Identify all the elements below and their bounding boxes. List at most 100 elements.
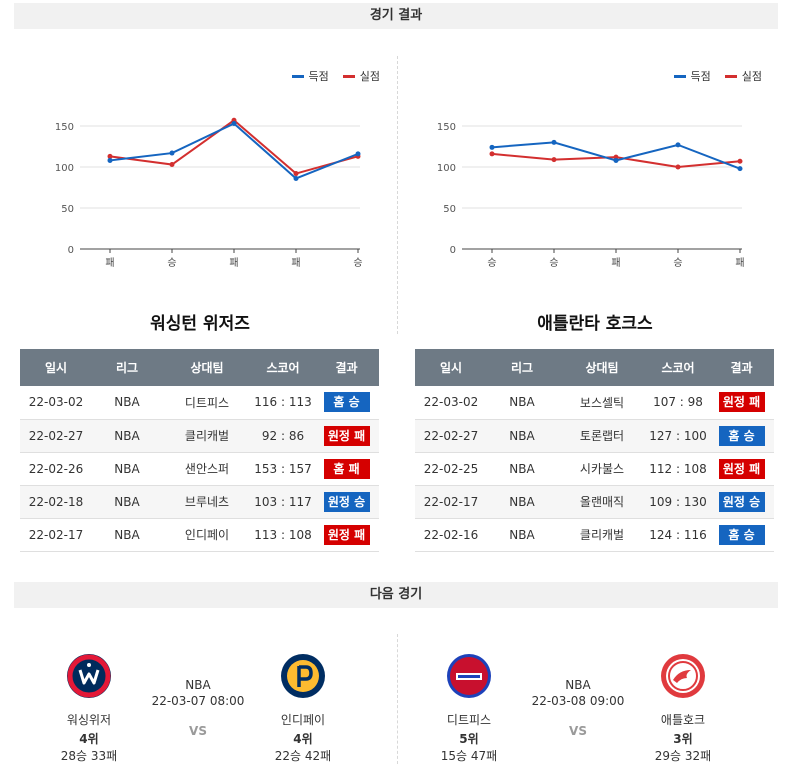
- score-chart-left: 0 50 100 150 패 승 패 패 승 득점 실점: [20, 56, 380, 276]
- home-team-rank: 5위: [459, 732, 479, 746]
- opponent-name: 샌안스퍼: [162, 452, 252, 486]
- opponent-name: 클리캐벌: [162, 419, 252, 453]
- away-team[interactable]: 애틀호크 3위 29승 32패: [648, 652, 718, 764]
- team-title-left: 워싱턴 위저즈: [150, 314, 250, 334]
- result-badge: 원정 패: [323, 524, 370, 545]
- opponent-name: 토론랩터: [557, 419, 647, 453]
- home-team-record: 28승 33패: [60, 749, 118, 763]
- game-league: NBA: [92, 386, 162, 420]
- away-team-rank: 3위: [673, 732, 693, 746]
- away-team[interactable]: 인디페이 4위 22승 42패: [268, 652, 338, 764]
- vs-label: VS: [189, 724, 207, 738]
- data-point-conceded: [489, 151, 495, 157]
- opponent-name: 디트피스: [162, 386, 252, 420]
- pistons-logo-icon: [447, 654, 491, 698]
- home-team[interactable]: 디트피스 5위 15승 47패: [434, 652, 504, 764]
- game-league: NBA: [487, 485, 557, 519]
- legend-label-scored: 득점: [308, 70, 329, 83]
- legend-swatch-scored: [291, 74, 304, 78]
- game-score: 109 : 130: [647, 485, 709, 519]
- game-score: 103 : 117: [252, 485, 314, 519]
- team-title-right: 애틀란타 호크스: [537, 314, 653, 334]
- chart-legend: 득점 실점: [291, 68, 380, 84]
- game-score: 124 : 116: [647, 518, 709, 552]
- col-opponent-header: 상대팀: [557, 349, 647, 386]
- opponent-name: 클리캐벌: [557, 518, 647, 552]
- col-league-header: 리그: [92, 349, 162, 386]
- data-point-scored: [675, 142, 681, 148]
- y-tick-label: 150: [437, 122, 456, 133]
- game-result: 홈 승: [314, 386, 379, 420]
- line-chart: 0 50 100 150 패 승 패 패 승: [55, 117, 363, 269]
- next-match-card[interactable]: 워싱위저 4위 28승 33패 NBA 22-03-07 08:00 VS 인디…: [40, 652, 380, 763]
- game-date: 22-03-02: [20, 386, 92, 420]
- game-date: 22-02-25: [415, 452, 487, 486]
- opponent-name: 시카불스: [557, 452, 647, 486]
- table-row: 22-03-02 NBA 디트피스 116 : 113 홈 승: [20, 386, 379, 420]
- table-row: 22-02-16 NBA 클리캐벌 124 : 116 홈 승: [415, 518, 774, 552]
- y-tick-label: 150: [55, 122, 74, 133]
- section-divider: [397, 56, 398, 334]
- table-row: 22-02-18 NBA 브루네츠 103 : 117 원정 승: [20, 485, 379, 519]
- game-result: 원정 패: [709, 386, 774, 420]
- opponent-name: 브루네츠: [162, 485, 252, 519]
- data-point-scored: [293, 175, 299, 181]
- col-result-header: 결과: [709, 349, 774, 386]
- x-tick-label: 승: [673, 257, 682, 269]
- result-badge: 원정 패: [718, 392, 765, 413]
- legend-item-conceded: 실점: [724, 68, 762, 84]
- game-result: 홈 승: [709, 518, 774, 552]
- game-date: 22-02-16: [415, 518, 487, 552]
- wizards-logo-icon: [67, 654, 111, 698]
- series-line-scored: [109, 122, 359, 180]
- chart-legend: 득점 실점: [673, 68, 762, 84]
- results-section-title: 경기 결과: [14, 3, 778, 29]
- game-date: 22-02-26: [20, 452, 92, 486]
- away-team-rank: 4위: [293, 732, 313, 746]
- game-league: NBA: [92, 419, 162, 453]
- home-team[interactable]: 워싱위저 4위 28승 33패: [54, 652, 124, 764]
- score-chart-right: 0 50 100 150 승 승 패 승 패 득점 실점: [402, 56, 762, 276]
- col-date-header: 일시: [20, 349, 92, 386]
- y-tick-label: 50: [61, 204, 74, 215]
- col-score-header: 스코어: [252, 349, 314, 386]
- table-row: 22-02-17 NBA 인디페이 113 : 108 원정 패: [20, 518, 379, 552]
- result-badge: 홈 승: [718, 425, 765, 446]
- table-row: 22-03-02 NBA 보스셀틱 107 : 98 원정 패: [415, 386, 774, 420]
- x-tick-label: 승: [487, 257, 496, 269]
- away-team-name: 애틀호크: [660, 713, 706, 727]
- line-chart: 0 50 100 150 승 승 패 승 패: [437, 122, 745, 269]
- data-point-conceded: [293, 171, 299, 177]
- next-match-card[interactable]: 디트피스 5위 15승 47패 NBA 22-03-08 09:00 VS 애틀…: [420, 652, 760, 763]
- data-point-scored: [613, 157, 619, 163]
- y-tick-label: 0: [68, 245, 74, 256]
- game-result: 원정 패: [709, 452, 774, 486]
- data-point-scored: [231, 121, 237, 127]
- opponent-name: 보스셀틱: [557, 386, 647, 420]
- x-tick-label: 패: [229, 257, 238, 269]
- game-score: 107 : 98: [647, 386, 709, 420]
- match-datetime: 22-03-07 08:00: [151, 694, 245, 708]
- game-league: NBA: [92, 452, 162, 486]
- match-league: NBA: [565, 678, 591, 692]
- legend-label-conceded: 실점: [741, 70, 762, 83]
- away-team-record: 29승 32패: [654, 749, 712, 763]
- hawks-logo-icon: [661, 654, 705, 698]
- y-tick-label: 100: [437, 163, 456, 174]
- y-tick-label: 50: [443, 204, 456, 215]
- data-point-scored: [737, 166, 743, 172]
- game-league: NBA: [92, 518, 162, 552]
- game-result: 홈 패: [314, 452, 379, 486]
- col-league-header: 리그: [487, 349, 557, 386]
- table-header-row: 일시 리그 상대팀 스코어 결과: [20, 349, 379, 386]
- data-point-scored: [551, 139, 557, 145]
- data-point-conceded: [551, 157, 557, 163]
- match-datetime: 22-03-08 09:00: [531, 694, 625, 708]
- game-league: NBA: [487, 518, 557, 552]
- y-tick-label: 0: [450, 245, 456, 256]
- game-date: 22-02-17: [20, 518, 92, 552]
- game-result: 원정 패: [314, 518, 379, 552]
- x-tick-label: 패: [611, 257, 620, 269]
- results-table-left: 일시 리그 상대팀 스코어 결과 22-03-02 NBA 디트피스 116 : 11…: [20, 349, 379, 552]
- away-team-name: 인디페이: [280, 713, 326, 727]
